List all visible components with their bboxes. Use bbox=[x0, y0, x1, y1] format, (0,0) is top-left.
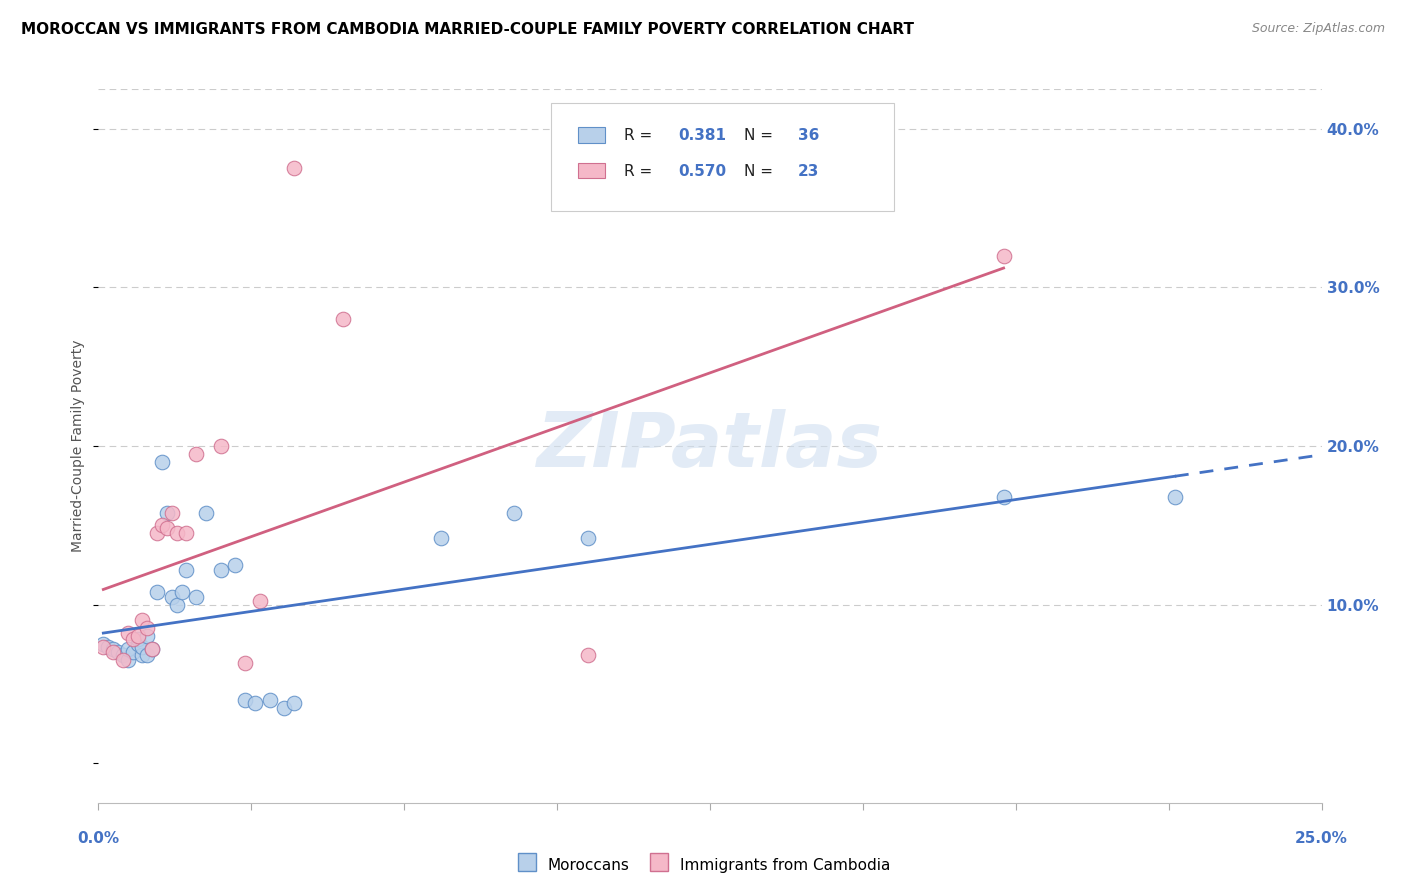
Point bbox=[131, 640, 153, 655]
Point bbox=[156, 506, 179, 520]
Point bbox=[131, 614, 153, 628]
Point bbox=[186, 590, 208, 604]
Point bbox=[273, 700, 295, 714]
Text: 36: 36 bbox=[799, 128, 820, 143]
Text: N =: N = bbox=[744, 164, 778, 178]
Point bbox=[224, 558, 246, 572]
Point bbox=[121, 632, 143, 647]
Point bbox=[160, 590, 183, 604]
Text: 23: 23 bbox=[799, 164, 820, 178]
Point bbox=[249, 594, 271, 608]
Point bbox=[127, 629, 149, 643]
Point bbox=[209, 439, 232, 453]
Point bbox=[146, 585, 169, 599]
Point bbox=[176, 563, 198, 577]
Point bbox=[243, 696, 266, 710]
Point bbox=[576, 531, 599, 545]
Point bbox=[283, 696, 305, 710]
Point bbox=[141, 642, 163, 657]
Point bbox=[176, 526, 198, 541]
Text: R =: R = bbox=[624, 128, 658, 143]
Point bbox=[97, 640, 120, 655]
Text: 0.381: 0.381 bbox=[678, 128, 727, 143]
Point bbox=[127, 632, 149, 647]
Text: MOROCCAN VS IMMIGRANTS FROM CAMBODIA MARRIED-COUPLE FAMILY POVERTY CORRELATION C: MOROCCAN VS IMMIGRANTS FROM CAMBODIA MAR… bbox=[21, 22, 914, 37]
Point bbox=[127, 637, 149, 651]
Point bbox=[186, 447, 208, 461]
Point bbox=[91, 640, 114, 655]
Point bbox=[111, 653, 134, 667]
Point bbox=[209, 563, 232, 577]
Point bbox=[170, 585, 193, 599]
FancyBboxPatch shape bbox=[578, 127, 605, 143]
Point bbox=[117, 653, 139, 667]
Text: R =: R = bbox=[624, 164, 658, 178]
Text: 25.0%: 25.0% bbox=[1295, 831, 1348, 846]
Point bbox=[166, 526, 188, 541]
FancyBboxPatch shape bbox=[578, 162, 605, 178]
Point bbox=[117, 626, 139, 640]
Point bbox=[233, 657, 256, 671]
Point bbox=[166, 598, 188, 612]
Point bbox=[156, 521, 179, 535]
Point bbox=[91, 637, 114, 651]
Point bbox=[136, 648, 159, 663]
Point bbox=[993, 249, 1015, 263]
Legend: Moroccans, Immigrants from Cambodia: Moroccans, Immigrants from Cambodia bbox=[509, 849, 897, 880]
Point bbox=[136, 629, 159, 643]
Point bbox=[430, 531, 453, 545]
Point bbox=[150, 518, 173, 533]
Point bbox=[150, 455, 173, 469]
FancyBboxPatch shape bbox=[551, 103, 894, 211]
Point bbox=[993, 490, 1015, 504]
Point bbox=[576, 648, 599, 663]
Point bbox=[332, 312, 354, 326]
Point bbox=[195, 506, 218, 520]
Y-axis label: Married-Couple Family Poverty: Married-Couple Family Poverty bbox=[70, 340, 84, 552]
Point bbox=[233, 692, 256, 706]
Point bbox=[121, 645, 143, 659]
Point bbox=[1164, 490, 1187, 504]
Point bbox=[107, 645, 129, 659]
Point bbox=[131, 648, 153, 663]
Text: Source: ZipAtlas.com: Source: ZipAtlas.com bbox=[1251, 22, 1385, 36]
Point bbox=[141, 642, 163, 657]
Point bbox=[259, 692, 281, 706]
Point bbox=[146, 526, 169, 541]
Text: 0.570: 0.570 bbox=[678, 164, 727, 178]
Point bbox=[111, 648, 134, 663]
Point bbox=[136, 621, 159, 635]
Point bbox=[117, 642, 139, 657]
Point bbox=[503, 506, 526, 520]
Text: N =: N = bbox=[744, 128, 778, 143]
Point bbox=[101, 645, 124, 659]
Point bbox=[101, 642, 124, 657]
Point bbox=[283, 161, 305, 176]
Text: ZIPatlas: ZIPatlas bbox=[537, 409, 883, 483]
Text: 0.0%: 0.0% bbox=[77, 831, 120, 846]
Point bbox=[160, 506, 183, 520]
